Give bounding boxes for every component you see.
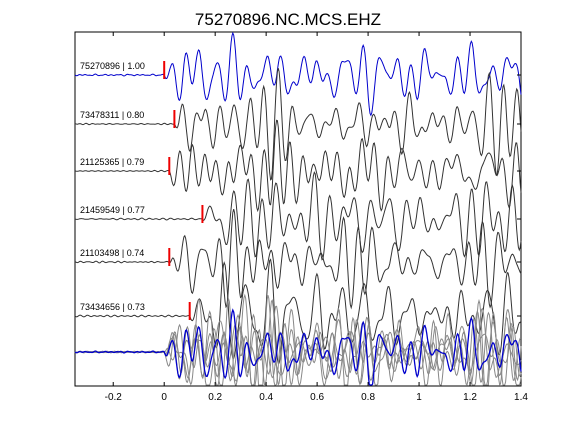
traces-layer: 75270896 | 1.00 73478311 | 0.80 21125365 |…	[74, 31, 522, 364]
trace-label: 21103498 | 0.74	[80, 248, 144, 258]
x-tick-label: 1.2	[463, 392, 477, 403]
trace-label: 21125365 | 0.79	[80, 157, 144, 167]
trace-label: 73478311 | 0.80	[80, 110, 144, 120]
trace-line	[74, 68, 522, 181]
trace-label: 73434656 | 0.73	[80, 302, 145, 312]
x-tick-label: 0.8	[361, 392, 375, 403]
x-tick-label: 0.4	[259, 392, 273, 403]
stacked-reference-line	[74, 308, 522, 386]
x-tick-label: 1.4	[514, 392, 528, 403]
x-tick-label: -0.2	[105, 392, 123, 403]
trace-line	[74, 171, 522, 261]
trace-line	[74, 208, 522, 310]
x-tick-label: 0	[161, 392, 167, 403]
x-tick-label: 0.2	[208, 392, 222, 403]
trace-label: 75270896 | 1.00	[80, 61, 145, 71]
trace-label: 21459549 | 0.77	[80, 205, 145, 215]
x-tick-label: 1	[416, 392, 422, 403]
trace-line	[74, 258, 522, 364]
plot-frame	[74, 31, 522, 387]
stacked-trace-line	[74, 293, 522, 386]
trace-line	[74, 31, 522, 117]
stack-layer	[74, 293, 522, 387]
x-tick-label: 0.6	[310, 392, 324, 403]
chart-title: 75270896.NC.MCS.EHZ	[195, 10, 381, 29]
x-axis: -0.2 0 0.2 0.4 0.6 0.8 1 1.2 1.4	[105, 32, 528, 403]
trace-line	[74, 119, 522, 213]
